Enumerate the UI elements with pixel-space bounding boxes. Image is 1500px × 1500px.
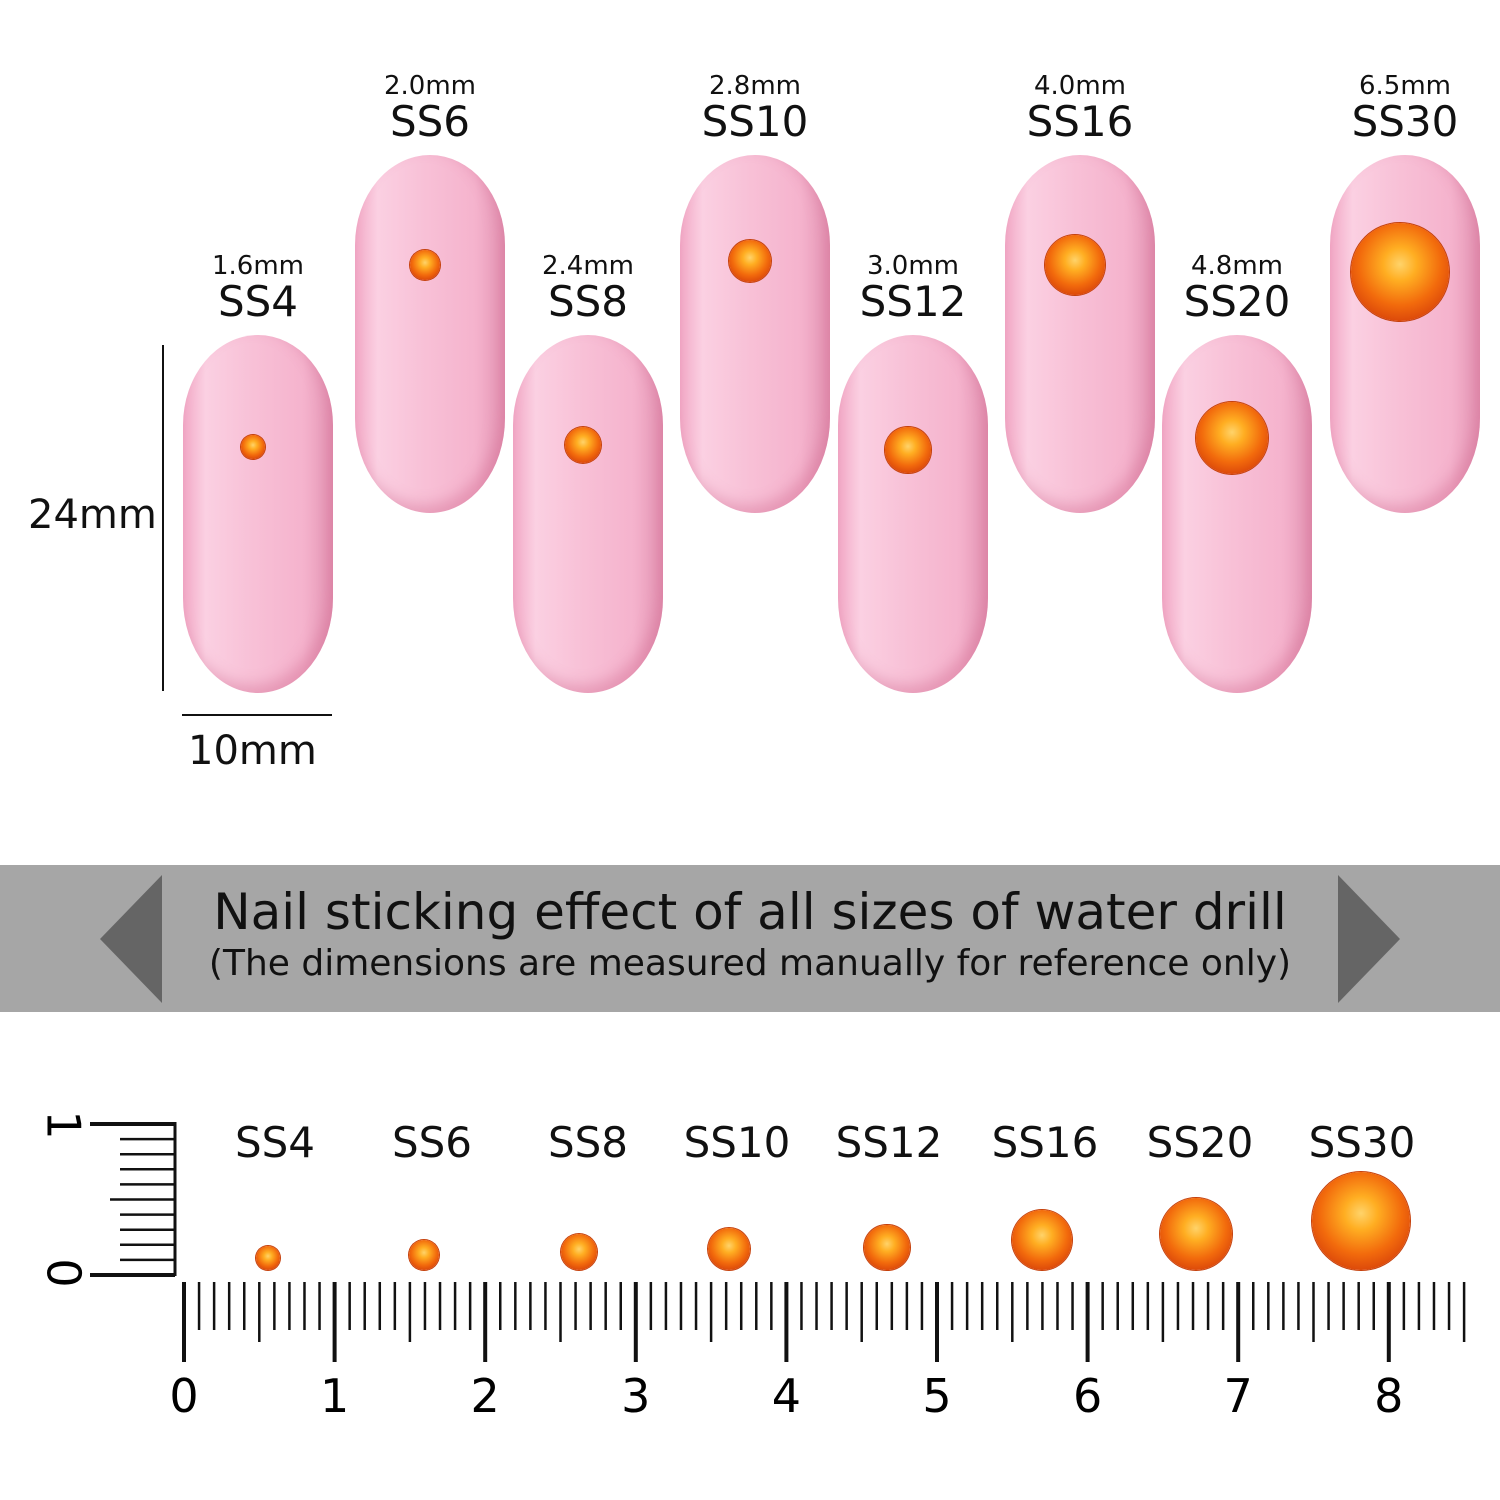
nail-ss12 bbox=[838, 335, 988, 693]
left-arrow-icon bbox=[100, 875, 162, 1003]
ruler-label: 5 bbox=[922, 1369, 951, 1423]
rhinestone-icon bbox=[564, 426, 602, 464]
vertical-ruler-label: 1 bbox=[37, 1110, 91, 1139]
banner: Nail sticking effect of all sizes of wat… bbox=[0, 865, 1500, 1012]
diameter-label: 4.0mm bbox=[1033, 71, 1126, 101]
ruler-label: 7 bbox=[1224, 1369, 1253, 1423]
ruler-label: 8 bbox=[1374, 1369, 1403, 1423]
nail-ss10 bbox=[680, 155, 830, 513]
rhinestone-icon bbox=[1351, 223, 1449, 321]
size-label: 1.6mm SS4 bbox=[158, 253, 358, 323]
right-arrow-icon bbox=[1338, 875, 1400, 1003]
ss-label: SS4 bbox=[217, 277, 299, 326]
banner-subtitle: (The dimensions are measured manually fo… bbox=[208, 943, 1292, 984]
width-line bbox=[182, 714, 332, 716]
banner-title: Nail sticking effect of all sizes of wat… bbox=[213, 883, 1287, 941]
ruler-ss-label: SS12 bbox=[835, 1118, 943, 1167]
rhinestone-icon bbox=[240, 434, 266, 460]
ruler-ss-label: SS10 bbox=[683, 1118, 791, 1167]
ruler-ss-label: SS16 bbox=[991, 1118, 1099, 1167]
ruler-label: 1 bbox=[320, 1369, 349, 1423]
ruler-label: 4 bbox=[772, 1369, 801, 1423]
rhinestone-icon bbox=[707, 1227, 751, 1270]
nail-ss4 bbox=[183, 335, 333, 693]
ruler-ss-label: SS6 bbox=[391, 1118, 473, 1167]
ss-label: SS10 bbox=[701, 97, 809, 146]
rhinestone-icon bbox=[1159, 1197, 1233, 1270]
rhinestone-icon bbox=[255, 1245, 281, 1270]
diameter-label: 4.8mm bbox=[1190, 251, 1283, 281]
size-label: 4.8mm SS20 bbox=[1137, 253, 1337, 323]
size-label: 3.0mm SS12 bbox=[813, 253, 1013, 323]
diameter-label: 6.5mm bbox=[1358, 71, 1451, 101]
rhinestone-icon bbox=[408, 1239, 440, 1270]
ruler-ss-label: SS4 bbox=[234, 1118, 316, 1167]
width-label: 10mm bbox=[188, 728, 317, 774]
size-label: 6.5mm SS30 bbox=[1305, 73, 1500, 143]
vertical-ruler-label: 0 bbox=[37, 1258, 91, 1287]
diameter-label: 2.8mm bbox=[708, 71, 801, 101]
ruler-label: 3 bbox=[621, 1369, 650, 1423]
ruler-label: 6 bbox=[1073, 1369, 1102, 1423]
ss-label: SS16 bbox=[1026, 97, 1134, 146]
size-label: 2.4mm SS8 bbox=[488, 253, 688, 323]
size-label: 2.0mm SS6 bbox=[330, 73, 530, 143]
diameter-label: 1.6mm bbox=[211, 251, 304, 281]
size-label: 4.0mm SS16 bbox=[980, 73, 1180, 143]
nail-ss30 bbox=[1330, 155, 1480, 513]
ss-label: SS30 bbox=[1351, 97, 1459, 146]
rhinestone-icon bbox=[1312, 1172, 1410, 1270]
nail-ss8 bbox=[513, 335, 663, 693]
diameter-label: 3.0mm bbox=[866, 251, 959, 281]
rhinestone-icon bbox=[1011, 1209, 1073, 1270]
rhinestone-icon bbox=[560, 1233, 598, 1270]
nail-ss16 bbox=[1005, 155, 1155, 513]
nail-ss6 bbox=[355, 155, 505, 513]
size-label: 2.8mm SS10 bbox=[655, 73, 855, 143]
rhinestone-icon bbox=[1044, 234, 1106, 296]
diameter-label: 2.4mm bbox=[541, 251, 634, 281]
ruler-ss-label: SS8 bbox=[547, 1118, 629, 1167]
rhinestone-icon bbox=[1195, 401, 1269, 475]
rhinestone-icon bbox=[864, 1224, 910, 1270]
diameter-label: 2.0mm bbox=[383, 71, 476, 101]
rhinestone-icon bbox=[728, 239, 772, 283]
rhinestone-icon bbox=[409, 249, 441, 281]
ss-label: SS12 bbox=[859, 277, 967, 326]
length-label: 24mm bbox=[28, 492, 157, 538]
nail-ss20 bbox=[1162, 335, 1312, 693]
ruler-ss-label: SS20 bbox=[1146, 1118, 1254, 1167]
ss-label: SS8 bbox=[547, 277, 629, 326]
ss-label: SS6 bbox=[389, 97, 471, 146]
ruler-label: 0 bbox=[169, 1369, 198, 1423]
ruler-ss-label: SS30 bbox=[1308, 1118, 1416, 1167]
ruler-label: 2 bbox=[471, 1369, 500, 1423]
ss-label: SS20 bbox=[1183, 277, 1291, 326]
rhinestone-icon bbox=[885, 427, 931, 473]
length-line bbox=[162, 345, 164, 691]
